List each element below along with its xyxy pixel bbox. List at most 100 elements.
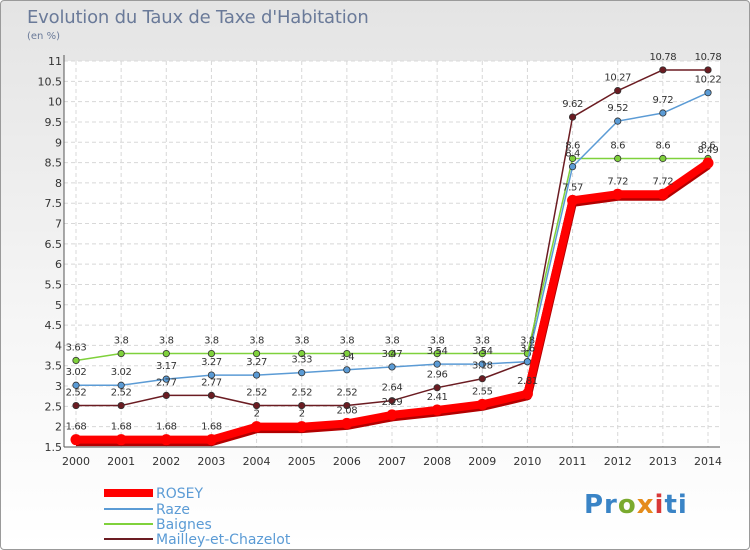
data-point	[431, 404, 443, 416]
data-label: 3.8	[159, 336, 174, 347]
data-point	[296, 421, 308, 433]
y-tick-label: 11	[48, 55, 62, 68]
data-label: 3.4	[339, 352, 354, 363]
logo-part: x	[636, 490, 655, 520]
data-label: 2.29	[382, 397, 403, 408]
data-point	[252, 371, 261, 379]
data-point	[476, 398, 488, 410]
data-point	[162, 349, 170, 358]
data-label: 2.55	[472, 386, 493, 397]
data-label: 1.68	[201, 422, 222, 433]
y-tick-label: 3	[55, 380, 62, 393]
x-tick-label: 2008	[423, 455, 451, 468]
x-tick-label: 2002	[152, 455, 180, 468]
legend-label: Baignes	[156, 517, 212, 533]
data-point	[478, 360, 486, 368]
data-label: 3.54	[427, 346, 448, 357]
y-tick-label: 6.5	[45, 238, 63, 251]
x-tick-label: 2006	[333, 455, 361, 468]
data-label: 3.27	[201, 357, 222, 368]
data-point	[433, 384, 441, 392]
logo-part: Pr	[584, 490, 618, 520]
data-point	[657, 188, 669, 200]
data-label: 2.52	[337, 388, 358, 399]
data-label: 3.27	[246, 357, 267, 368]
data-point	[298, 369, 306, 377]
data-point	[702, 157, 714, 169]
data-label: 7.72	[607, 176, 628, 187]
y-tick-label: 8	[55, 177, 62, 190]
x-tick-label: 2012	[604, 455, 632, 468]
data-label: 8.6	[655, 141, 670, 152]
proxiti-logo[interactable]: Proxiti	[584, 490, 688, 520]
data-point	[117, 381, 125, 389]
legend-label: ROSEY	[156, 486, 203, 502]
data-label: 1.68	[156, 422, 177, 433]
x-tick-label: 2005	[288, 455, 316, 468]
data-point	[207, 349, 216, 358]
data-point	[117, 401, 125, 410]
data-point	[72, 356, 80, 365]
x-tick-label: 2003	[197, 455, 225, 468]
data-point	[252, 401, 261, 410]
y-tick-label: 10	[48, 96, 62, 109]
data-label: 2.52	[246, 388, 267, 399]
data-point	[614, 87, 622, 95]
data-point	[72, 401, 80, 410]
data-label: 1.68	[66, 422, 87, 433]
data-point	[115, 434, 127, 446]
data-point	[341, 417, 353, 429]
x-tick-label: 2010	[513, 455, 541, 468]
data-point	[568, 113, 577, 121]
data-point	[614, 154, 622, 163]
y-tick-label: 5.5	[45, 278, 63, 291]
data-point	[70, 434, 82, 446]
data-label: 2	[254, 409, 260, 420]
data-point	[478, 349, 486, 358]
data-label: 3.63	[66, 342, 87, 353]
data-point	[207, 371, 216, 379]
data-label: 10.22	[695, 75, 722, 86]
data-label: 3.8	[204, 336, 219, 347]
data-point	[343, 366, 351, 374]
logo-part: i	[654, 490, 665, 520]
y-tick-label: 7	[55, 218, 62, 231]
data-label: 3.6	[520, 344, 535, 355]
chart-title: Evolution du Taux de Taxe d'Habitation	[27, 7, 369, 28]
data-point	[568, 154, 577, 163]
y-tick-label: 7.5	[45, 197, 63, 210]
data-point	[388, 349, 396, 358]
x-tick-label: 2014	[694, 455, 722, 468]
data-point	[704, 66, 712, 74]
data-point	[659, 109, 667, 117]
x-tick-label: 2007	[378, 455, 406, 468]
x-tick-label: 2004	[243, 455, 271, 468]
data-point	[614, 117, 622, 125]
data-label: 3.02	[66, 367, 87, 378]
data-label: 3.8	[520, 336, 535, 347]
x-tick-label: 2011	[559, 455, 587, 468]
data-point	[252, 349, 261, 358]
data-point	[568, 163, 577, 171]
data-label: 2.41	[427, 392, 448, 403]
data-label: 3.8	[430, 336, 445, 347]
data-label: 3.8	[249, 336, 264, 347]
data-point	[388, 397, 396, 405]
data-label: 8.4	[565, 149, 580, 160]
data-point	[659, 154, 667, 163]
data-label: 1.68	[111, 422, 132, 433]
legend-label: Raze	[156, 502, 190, 518]
data-label: 8.49	[698, 145, 719, 156]
y-tick-label: 5	[55, 299, 62, 312]
data-point	[162, 391, 170, 399]
data-label: 2.08	[337, 405, 358, 416]
data-label: 3.54	[472, 346, 493, 357]
y-tick-label: 4	[55, 339, 62, 352]
y-tick-label: 6	[55, 258, 62, 271]
data-point	[162, 375, 170, 383]
data-label: 8.6	[565, 141, 580, 152]
chart-subtitle: (en %)	[27, 31, 60, 42]
data-label: 3.8	[114, 336, 129, 347]
data-point	[386, 409, 398, 421]
